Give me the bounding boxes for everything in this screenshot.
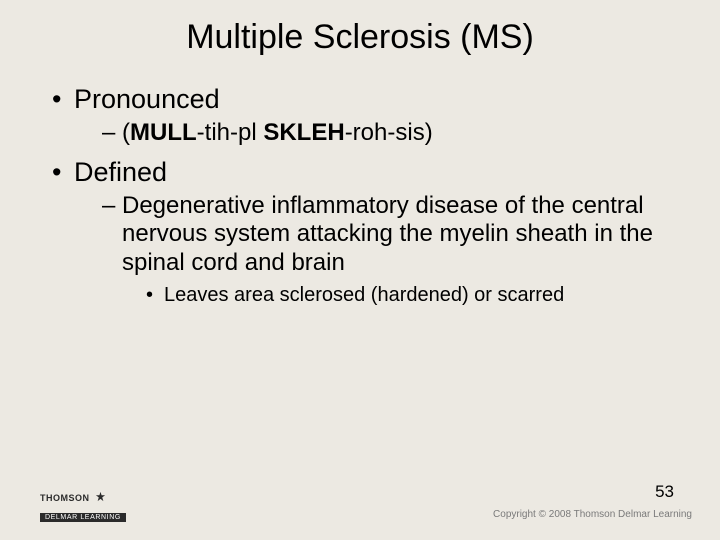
definition-detail: Leaves area sclerosed (hardened) or scar… [146, 283, 720, 307]
slide: Multiple Sclerosis (MS) Pronounced (MULL… [0, 0, 720, 540]
definition-text: Degenerative inflammatory disease of the… [122, 192, 653, 276]
bullet-pronounced: Pronounced (MULL-tih-pl SKLEH-roh-sis) [52, 83, 720, 148]
slide-title: Multiple Sclerosis (MS) [0, 18, 720, 57]
thomson-text: THOMSON [40, 493, 90, 503]
thomson-line: THOMSON [40, 488, 126, 506]
bullet-pronounced-label: Pronounced [74, 84, 220, 114]
delmar-text: DELMAR LEARNING [40, 513, 126, 522]
publisher-logo: THOMSON DELMAR LEARNING [40, 488, 126, 524]
footer: THOMSON DELMAR LEARNING Copyright © 2008… [0, 486, 720, 528]
pron-bold-2: SKLEH [263, 119, 344, 146]
pron-suffix: -roh-sis) [345, 119, 433, 146]
bullet-list: Pronounced (MULL-tih-pl SKLEH-roh-sis) D… [52, 83, 720, 307]
pron-mid: -tih-pl [197, 119, 264, 146]
definition-line: Degenerative inflammatory disease of the… [102, 192, 720, 307]
star-icon [95, 491, 106, 502]
pronunciation-line: (MULL-tih-pl SKLEH-roh-sis) [102, 119, 720, 147]
pron-prefix: ( [122, 119, 130, 146]
copyright-text: Copyright © 2008 Thomson Delmar Learning [493, 509, 692, 520]
pron-bold-1: MULL [130, 119, 197, 146]
bullet-defined: Defined Degenerative inflammatory diseas… [52, 156, 720, 307]
defined-sublist: Degenerative inflammatory disease of the… [102, 192, 720, 307]
bullet-defined-label: Defined [74, 157, 167, 187]
pronounced-sublist: (MULL-tih-pl SKLEH-roh-sis) [102, 119, 720, 147]
definition-subsublist: Leaves area sclerosed (hardened) or scar… [146, 283, 720, 307]
